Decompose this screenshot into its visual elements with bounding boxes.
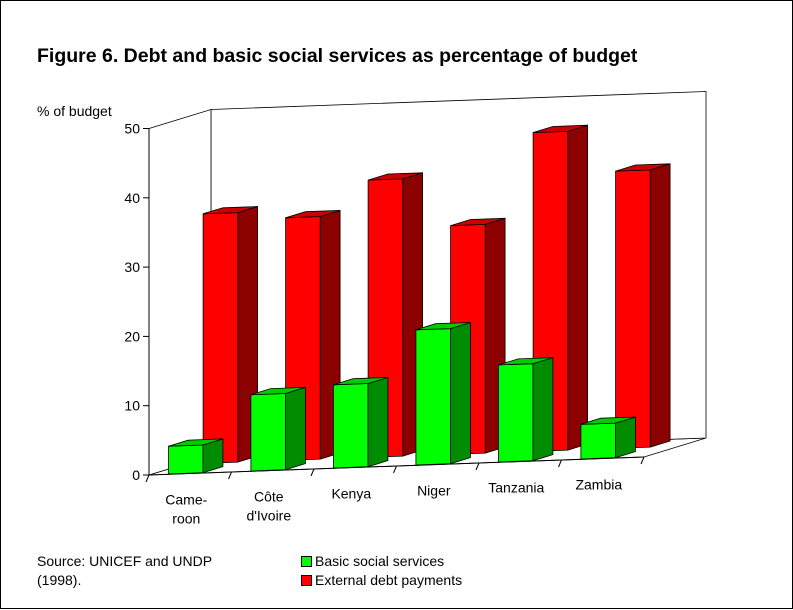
x-tick-label: Kenya xyxy=(331,486,371,502)
bar-front-face xyxy=(332,383,369,469)
legend-item-external-debt-payments: External debt payments xyxy=(301,571,462,590)
bar-top-face xyxy=(333,377,389,386)
bar-side-face xyxy=(367,376,389,468)
legend: Basic social services External debt paym… xyxy=(301,552,462,590)
y-tick-label: 50 xyxy=(124,121,140,137)
bar-front-face xyxy=(250,393,286,472)
bar-basic-social-services xyxy=(167,438,224,475)
y-tick-label: 20 xyxy=(124,328,140,344)
legend-label: External debt payments xyxy=(315,572,463,588)
y-axis-label: % of budget xyxy=(37,103,112,119)
bar-top-face xyxy=(498,357,554,366)
bar-side-face xyxy=(649,163,671,448)
x-tick-mark xyxy=(310,468,315,477)
legend-swatch-green xyxy=(301,556,312,567)
x-tick-label: Zambia xyxy=(575,477,622,493)
legend-item-basic-social-services: Basic social services xyxy=(301,552,462,571)
bar-basic-social-services xyxy=(497,357,554,463)
x-tick-label: Came-roon xyxy=(165,492,207,527)
x-tick-mark xyxy=(475,462,480,471)
bar-external-debt-payments xyxy=(202,205,259,464)
chart-side-wall xyxy=(148,108,212,476)
bar-top-face xyxy=(615,163,671,172)
legend-label: Basic social services xyxy=(315,553,445,569)
bar-side-face xyxy=(285,386,306,471)
x-tick-mark xyxy=(558,459,562,468)
legend-swatch-red xyxy=(301,575,312,586)
bar-basic-social-services xyxy=(250,386,306,472)
bar-top-face xyxy=(202,206,258,215)
y-tick-label: 30 xyxy=(124,259,140,275)
bar-external-debt-payments xyxy=(615,163,671,449)
bar-top-face xyxy=(285,210,341,219)
bar-top-face xyxy=(367,172,423,181)
y-tick-labels: 0 10 20 30 40 50 xyxy=(124,121,140,484)
x-tick-label: Tanzania xyxy=(488,480,544,496)
x-tick-mark xyxy=(393,465,397,474)
bar-front-face xyxy=(202,212,239,464)
bar-top-face xyxy=(415,322,471,331)
x-tick-label: Côte d'Ivoire xyxy=(246,489,291,524)
bar-side-face xyxy=(615,416,636,459)
bar-top-face xyxy=(580,416,636,425)
y-tick-label: 10 xyxy=(124,398,140,414)
source-note: Source: UNICEF and UNDP (1998). xyxy=(37,553,213,588)
bar-front-face xyxy=(167,444,204,475)
bar-front-face xyxy=(415,328,451,466)
bar-side-face xyxy=(567,124,588,451)
bar-basic-social-services xyxy=(580,416,636,460)
bar-front-face xyxy=(497,363,534,463)
bar-top-face xyxy=(168,438,224,447)
bar-top-face xyxy=(450,217,506,226)
x-tick-label: Niger xyxy=(417,483,451,499)
x-tick-mark xyxy=(145,474,150,483)
bar-front-face xyxy=(580,422,616,460)
y-tick-label: 0 xyxy=(132,467,140,483)
chart-bars xyxy=(167,124,671,475)
bar-basic-social-services xyxy=(415,321,471,466)
x-tick-mark xyxy=(640,456,645,465)
y-tick-label: 40 xyxy=(124,190,140,206)
chart-title: Figure 6. Debt and basic social services… xyxy=(37,45,638,67)
bar-top-face xyxy=(250,387,306,396)
bar-front-face xyxy=(615,169,651,449)
bar-basic-social-services xyxy=(332,376,389,469)
x-tick-mark xyxy=(228,471,232,480)
x-tick-labels: Came-roon Côte d'Ivoire Kenya Niger Tanzania Z… xyxy=(165,477,622,527)
bar-top-face xyxy=(532,124,588,133)
bar-side-face xyxy=(532,357,554,462)
bar-side-face xyxy=(450,321,471,465)
